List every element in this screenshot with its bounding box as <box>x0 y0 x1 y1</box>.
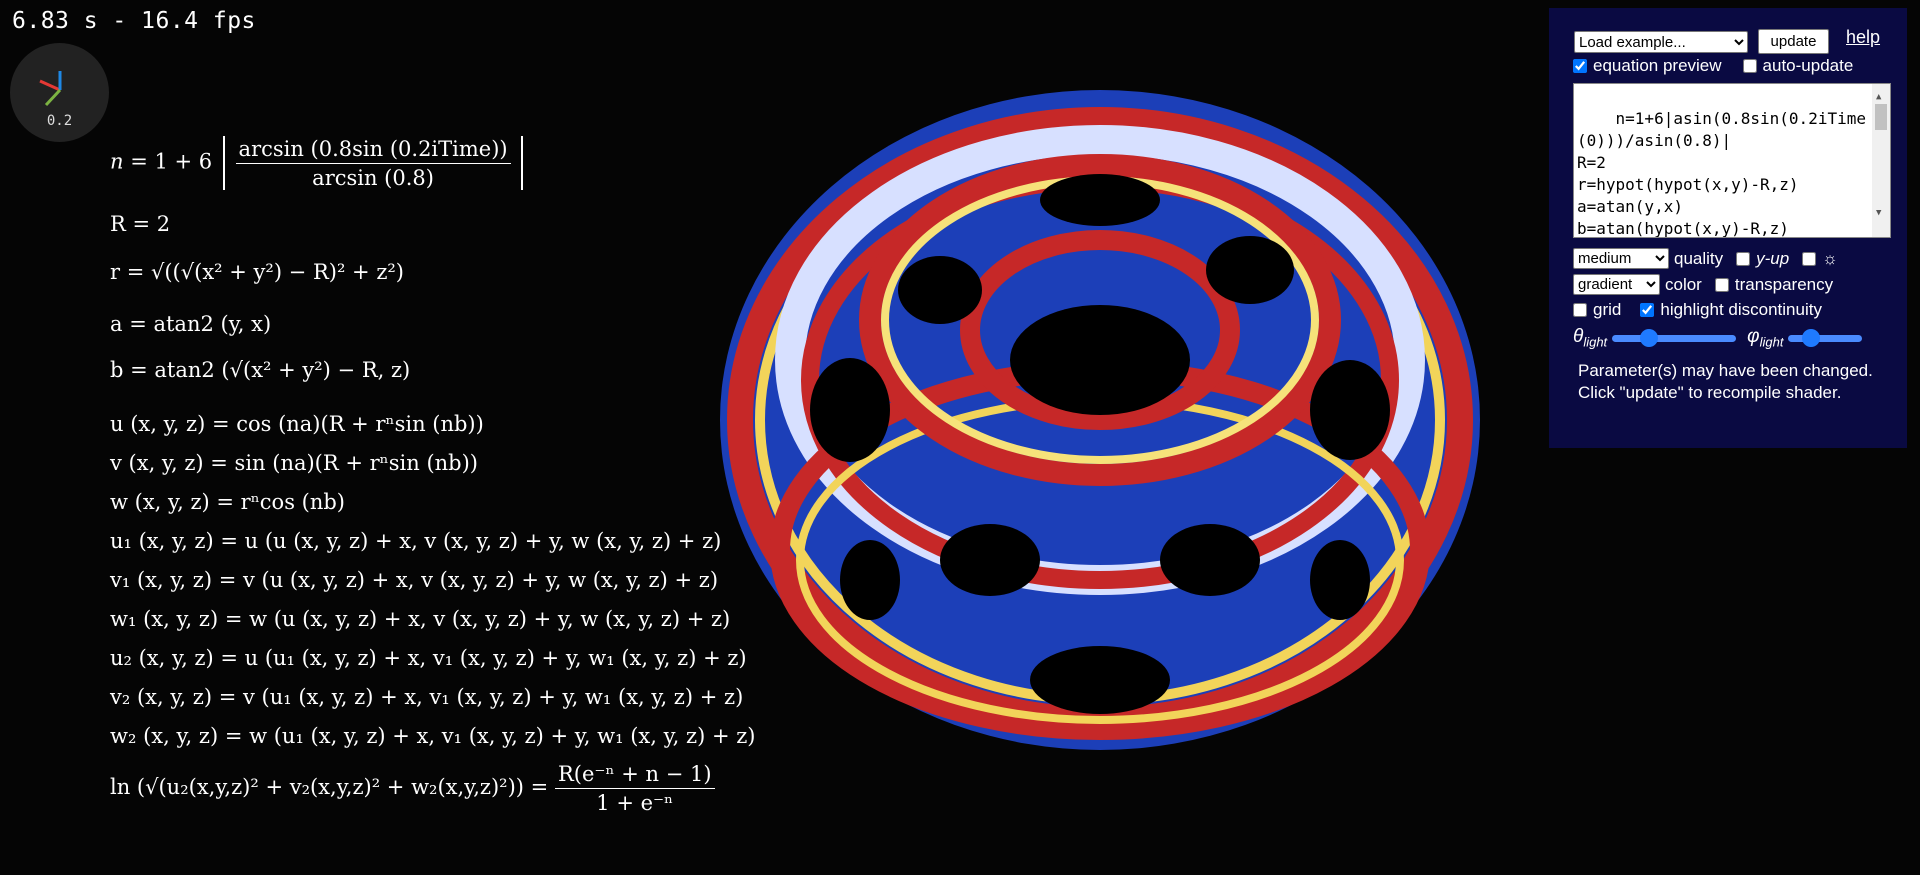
help-link[interactable]: help <box>1846 27 1881 47</box>
update-button[interactable]: update <box>1758 29 1829 54</box>
theta-light-slider[interactable] <box>1612 328 1737 347</box>
equation-a: a = atan2 (y, x) <box>110 312 272 336</box>
grid-checkbox[interactable] <box>1573 303 1587 317</box>
quality-select[interactable]: medium <box>1573 248 1669 269</box>
equation-code-text: n=1+6|asin(0.8sin(0.2iTime(0)))/asin(0.8… <box>1577 109 1866 238</box>
axes-icon <box>39 71 62 107</box>
equation-b: b = atan2 (√(x² + y²) − R, z) <box>110 358 411 382</box>
equation-v2: v₂ (x, y, z) = v (u₁ (x, y, z) + x, v₁ (… <box>110 685 744 709</box>
equation-w: w (x, y, z) = rⁿcos (nb) <box>110 490 345 514</box>
equation-u: u (x, y, z) = cos (na)(R + rⁿsin (nb)) <box>110 412 484 436</box>
control-panel: Load example... update help equation pre… <box>1549 8 1907 448</box>
3d-render-canvas[interactable] <box>690 80 1510 800</box>
equation-code-textarea[interactable]: n=1+6|asin(0.8sin(0.2iTime(0)))/asin(0.8… <box>1573 83 1891 238</box>
highlight-discontinuity-label: highlight discontinuity <box>1660 300 1822 319</box>
equation-n-denominator: arcsin (0.8) <box>312 165 434 190</box>
axes-orientation-widget[interactable]: 0.2 <box>10 43 109 142</box>
equation-R: R = 2 <box>110 212 171 236</box>
color-label: color <box>1665 274 1702 294</box>
color-row: gradient color transparency <box>1573 274 1833 295</box>
grid-row: grid highlight discontinuity <box>1573 300 1822 320</box>
equation-n-lhs: n <box>110 149 124 174</box>
equation-u2: u₂ (x, y, z) = u (u₁ (x, y, z) + x, v₁ (… <box>110 646 747 670</box>
grid-label: grid <box>1593 300 1622 319</box>
auto-update-checkbox[interactable] <box>1742 59 1757 73</box>
light-angle-row: θlight φlight <box>1573 326 1863 350</box>
y-up-checkbox[interactable] <box>1736 251 1751 266</box>
scroll-down-icon[interactable]: ▼ <box>1876 208 1882 218</box>
sun-icon: ☼ <box>1822 248 1838 268</box>
equation-n-numerator: arcsin (0.8sin (0.2iTime)) <box>235 137 511 164</box>
equation-implicit-denominator: 1 + e⁻ⁿ <box>596 791 674 815</box>
fps-counter: 6.83 s - 16.4 fps <box>12 8 256 34</box>
color-select[interactable]: gradient <box>1573 274 1660 295</box>
equation-w1: w₁ (x, y, z) = w (u (x, y, z) + x, v (x,… <box>110 607 731 631</box>
equation-preview-checkbox[interactable] <box>1573 59 1587 73</box>
theta-light-label: θlight <box>1573 326 1608 350</box>
highlight-discontinuity-checkbox[interactable] <box>1640 303 1655 317</box>
scroll-up-icon[interactable]: ▲ <box>1876 92 1882 102</box>
equation-n: n = 1 + 6 arcsin (0.8sin (0.2iTime)) arc… <box>110 136 527 190</box>
auto-update-label: auto-update <box>1762 56 1854 75</box>
equation-implicit-numerator: R(e⁻ⁿ + n − 1) <box>554 762 715 789</box>
y-up-label: y-up <box>1756 248 1790 268</box>
code-scrollbar[interactable]: ▲ ▼ <box>1872 84 1890 237</box>
equation-w2: w₂ (x, y, z) = w (u₁ (x, y, z) + x, v₁ (… <box>110 724 756 748</box>
light-checkbox[interactable] <box>1802 251 1817 266</box>
preview-options-row: equation preview auto-update <box>1573 56 1853 76</box>
equation-v: v (x, y, z) = sin (na)(R + rⁿsin (nb)) <box>110 451 478 475</box>
equation-n-rhs: = 1 + 6 <box>130 149 213 174</box>
recompile-notice: Parameter(s) may have been changed. Clic… <box>1578 361 1873 402</box>
equation-implicit-lhs: ln (√(u₂(x,y,z)² + v₂(x,y,z)² + w₂(x,y,z… <box>110 775 549 799</box>
axes-scale-label: 0.2 <box>46 113 73 129</box>
equation-u1: u₁ (x, y, z) = u (u (x, y, z) + x, v (x,… <box>110 529 722 553</box>
scroll-thumb[interactable] <box>1875 104 1887 130</box>
equation-r: r = √((√(x² + y²) − R)² + z²) <box>110 260 404 284</box>
quality-row: medium quality y-up ☼ <box>1573 248 1838 269</box>
phi-light-label: φlight <box>1747 326 1784 350</box>
equation-implicit: ln (√(u₂(x,y,z)² + v₂(x,y,z)² + w₂(x,y,z… <box>110 762 715 815</box>
phi-light-slider[interactable] <box>1788 328 1863 347</box>
load-example-select[interactable]: Load example... <box>1574 31 1748 53</box>
transparency-checkbox[interactable] <box>1714 277 1729 292</box>
phi-light-thumb[interactable] <box>1801 328 1820 347</box>
equation-preview-label: equation preview <box>1593 56 1722 75</box>
transparency-label: transparency <box>1734 274 1834 294</box>
quality-label: quality <box>1674 248 1724 268</box>
equation-v1: v₁ (x, y, z) = v (u (x, y, z) + x, v (x,… <box>110 568 719 592</box>
theta-light-thumb[interactable] <box>1640 328 1659 347</box>
